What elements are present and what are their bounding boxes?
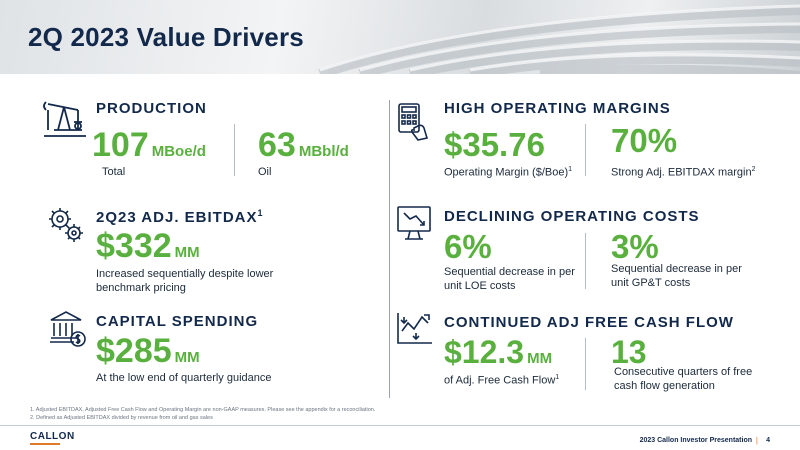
loe-decrease-value: 6% — [444, 228, 492, 265]
adj-ebitdax-value: $332 MM — [96, 227, 200, 265]
gpt-decrease-value: 3% — [611, 228, 659, 265]
fcf-quarters-desc: Consecutive quarters of free cash flow g… — [614, 366, 753, 392]
production-total-unit: MBoe/d — [151, 143, 206, 160]
fcf-title: CONTINUED ADJ FREE CASH FLOW — [444, 314, 734, 331]
footer-separator: | — [755, 436, 758, 445]
margins-separator — [585, 124, 586, 176]
fcf-value: $12.3 MM — [444, 334, 553, 370]
production-separator — [234, 124, 235, 176]
production-total-value: 107 MBoe/d — [92, 126, 206, 164]
calculator-hand-icon — [398, 103, 429, 141]
trend-arrows-icon — [397, 313, 432, 344]
ebitdax-margin-label: Strong Adj. EBITDAX margin2 — [611, 166, 756, 179]
production-oil-unit: MBbl/d — [298, 143, 349, 160]
bank-dollar-icon — [50, 311, 86, 347]
page-title: 2Q 2023 Value Drivers — [28, 22, 304, 52]
fcf-unit: MM — [527, 350, 553, 367]
capital-value: $285 MM — [96, 332, 200, 370]
ebitdax-margin-value: 70% — [611, 122, 678, 159]
page-number: 4 — [766, 437, 770, 444]
fcf-label: of Adj. Free Cash Flow1 — [444, 374, 560, 387]
footnote-2: 2. Defined as Adjusted EBITDAX divided b… — [30, 415, 213, 421]
capital-title: CAPITAL SPENDING — [96, 313, 259, 330]
monitor-chart-icon — [397, 206, 431, 240]
costs-title: DECLINING OPERATING COSTS — [444, 208, 700, 225]
footnote-1: 1. Adjusted EBITDAX, Adjusted Free Cash … — [30, 407, 376, 413]
header-banner: 2Q 2023 Value Drivers — [0, 0, 800, 74]
gears-icon — [49, 208, 83, 242]
production-oil-value: 63 MBbl/d — [258, 126, 349, 164]
oil-pumpjack-icon — [43, 101, 86, 137]
capital-desc: At the low end of quarterly guidance — [96, 372, 272, 384]
margins-title: HIGH OPERATING MARGINS — [444, 100, 671, 117]
footer-presentation-title: 2023 Callon Investor Presentation — [639, 437, 752, 444]
fcf-separator — [585, 338, 586, 390]
adj-ebitdax-title: 2Q23 ADJ. EBITDAX1 — [96, 208, 264, 226]
logo-accent-bar — [30, 443, 60, 445]
capital-unit: MM — [174, 349, 200, 366]
callon-logo: CALLON — [30, 431, 75, 442]
footer-divider — [0, 425, 800, 426]
costs-separator — [585, 233, 586, 289]
pipes-background-image — [318, 4, 800, 74]
operating-margin-label: Operating Margin ($/Boe)1 — [444, 166, 573, 179]
production-oil-label: Oil — [258, 166, 272, 178]
adj-ebitdax-unit: MM — [174, 244, 200, 261]
production-total-label: Total — [102, 166, 126, 178]
production-title: PRODUCTION — [96, 100, 207, 117]
gpt-decrease-desc: Sequential decrease in per unit GP&T cos… — [611, 263, 742, 289]
center-divider — [389, 100, 390, 398]
fcf-quarters-value: 13 — [611, 334, 647, 370]
adj-ebitdax-desc: Increased sequentially despite lower ben… — [96, 268, 274, 294]
loe-decrease-desc: Sequential decrease in per unit LOE cost… — [444, 266, 575, 292]
operating-margin-value: $35.76 — [444, 126, 545, 163]
